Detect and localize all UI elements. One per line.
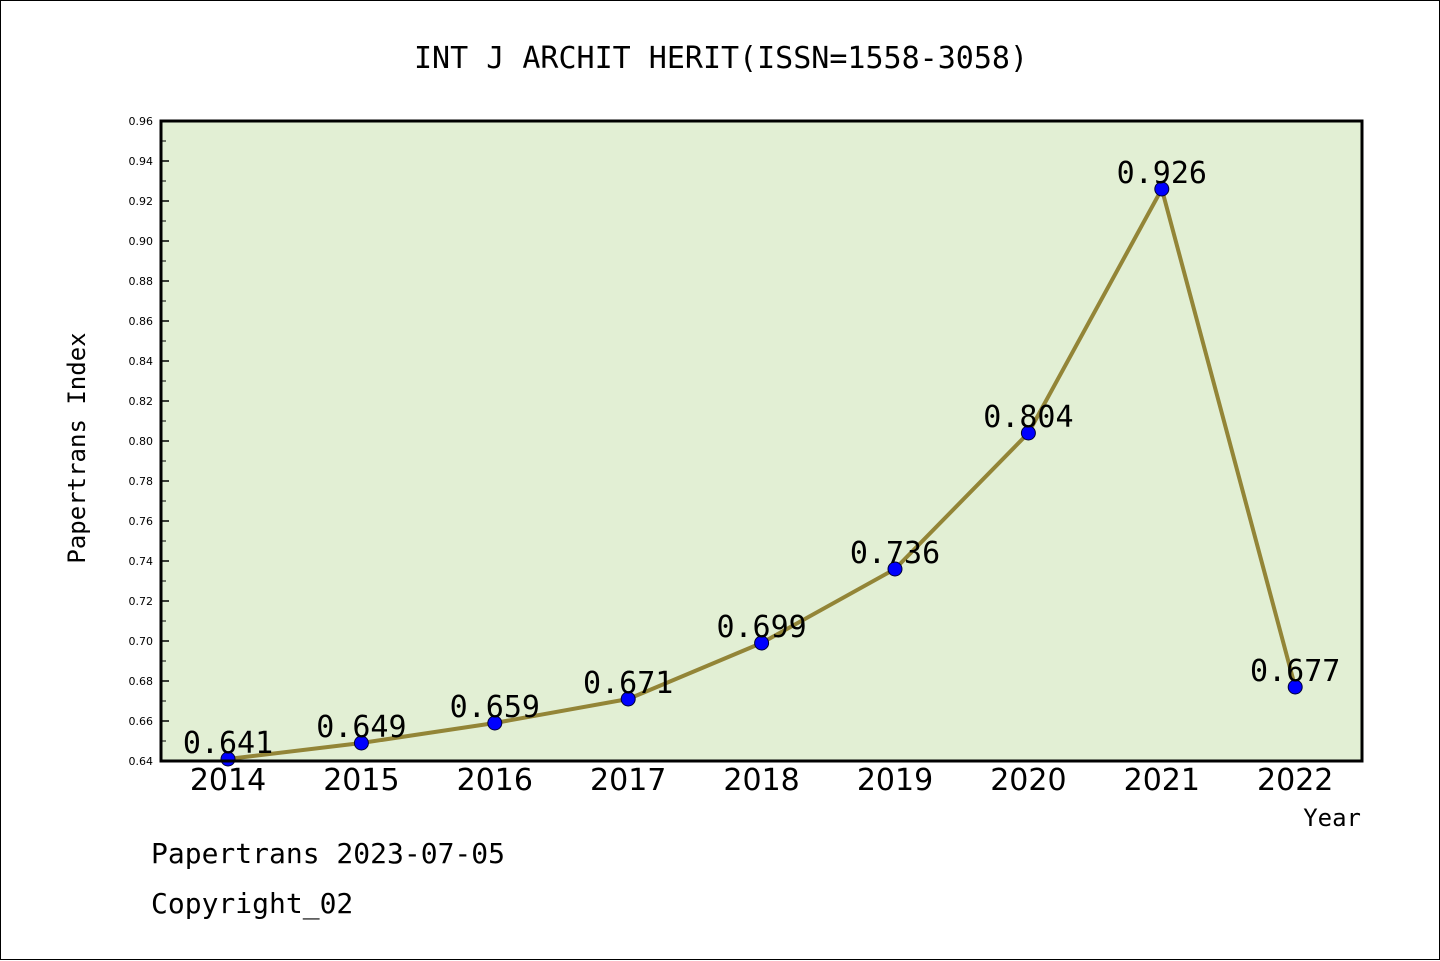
data-point xyxy=(1154,181,1170,197)
y-tick-label: 0.76 xyxy=(129,515,154,528)
footer-copyright: Copyright_02 xyxy=(151,887,354,920)
x-tick-label: 2022 xyxy=(1257,763,1333,798)
x-axis-label: Year xyxy=(1303,804,1361,832)
data-label: 0.659 xyxy=(450,690,540,725)
plot-area xyxy=(161,121,1362,761)
data-point xyxy=(620,691,636,707)
data-label: 0.677 xyxy=(1250,654,1340,689)
y-tick-label: 0.64 xyxy=(129,755,154,768)
y-tick-label: 0.68 xyxy=(129,675,154,688)
y-tick-label: 0.80 xyxy=(129,435,154,448)
data-point xyxy=(754,635,770,651)
x-tick-label: 2017 xyxy=(590,763,666,798)
x-tick-label: 2018 xyxy=(723,763,799,798)
data-label: 0.671 xyxy=(583,666,673,701)
data-labels: 0.641 0.649 0.659 0.671 0.699 0.736 0.804 0.926… xyxy=(183,156,1341,761)
y-tick-label: 0.86 xyxy=(129,315,154,328)
series-markers xyxy=(220,181,1303,767)
x-tick-label: 2016 xyxy=(457,763,533,798)
data-point xyxy=(353,735,369,751)
data-point xyxy=(1287,679,1303,695)
y-tick-label: 0.88 xyxy=(129,275,154,288)
y-tick-label: 0.84 xyxy=(129,355,154,368)
data-label: 0.736 xyxy=(850,536,940,571)
y-tick-label: 0.82 xyxy=(129,395,154,408)
footer-date: Papertrans 2023-07-05 xyxy=(151,837,506,870)
y-axis: 0.64 0.66 0.68 0.70 0.72 0.74 0.76 0.78 0.80 0.82… xyxy=(129,115,169,768)
y-tick-label: 0.74 xyxy=(129,555,154,568)
data-label: 0.649 xyxy=(316,710,406,745)
y-tick-label: 0.90 xyxy=(129,235,154,248)
x-tick-label: 2021 xyxy=(1124,763,1200,798)
y-tick-label: 0.70 xyxy=(129,635,154,648)
y-tick-label: 0.66 xyxy=(129,715,154,728)
x-axis: 2014 2015 2016 2017 2018 2019 2020 2021 2022 xyxy=(190,763,1334,798)
data-label: 0.804 xyxy=(983,400,1073,435)
data-point xyxy=(887,561,903,577)
x-tick-label: 2014 xyxy=(190,763,266,798)
x-tick-label: 2015 xyxy=(323,763,399,798)
data-point xyxy=(1020,425,1036,441)
data-label: 0.641 xyxy=(183,726,273,761)
y-axis-label: Papertrans Index xyxy=(63,332,91,563)
y-tick-label: 0.92 xyxy=(129,195,154,208)
data-point xyxy=(487,715,503,731)
x-tick-label: 2019 xyxy=(857,763,933,798)
y-tick-label: 0.94 xyxy=(129,155,154,168)
data-label: 0.926 xyxy=(1117,156,1207,191)
data-label: 0.699 xyxy=(716,610,806,645)
y-tick-label: 0.72 xyxy=(129,595,154,608)
plot-border xyxy=(159,119,1364,763)
y-tick-label: 0.78 xyxy=(129,475,154,488)
chart-title: INT J ARCHIT HERIT(ISSN=1558-3058) xyxy=(414,41,1028,76)
y-tick-label: 0.96 xyxy=(129,115,154,128)
x-tick-label: 2020 xyxy=(990,763,1066,798)
